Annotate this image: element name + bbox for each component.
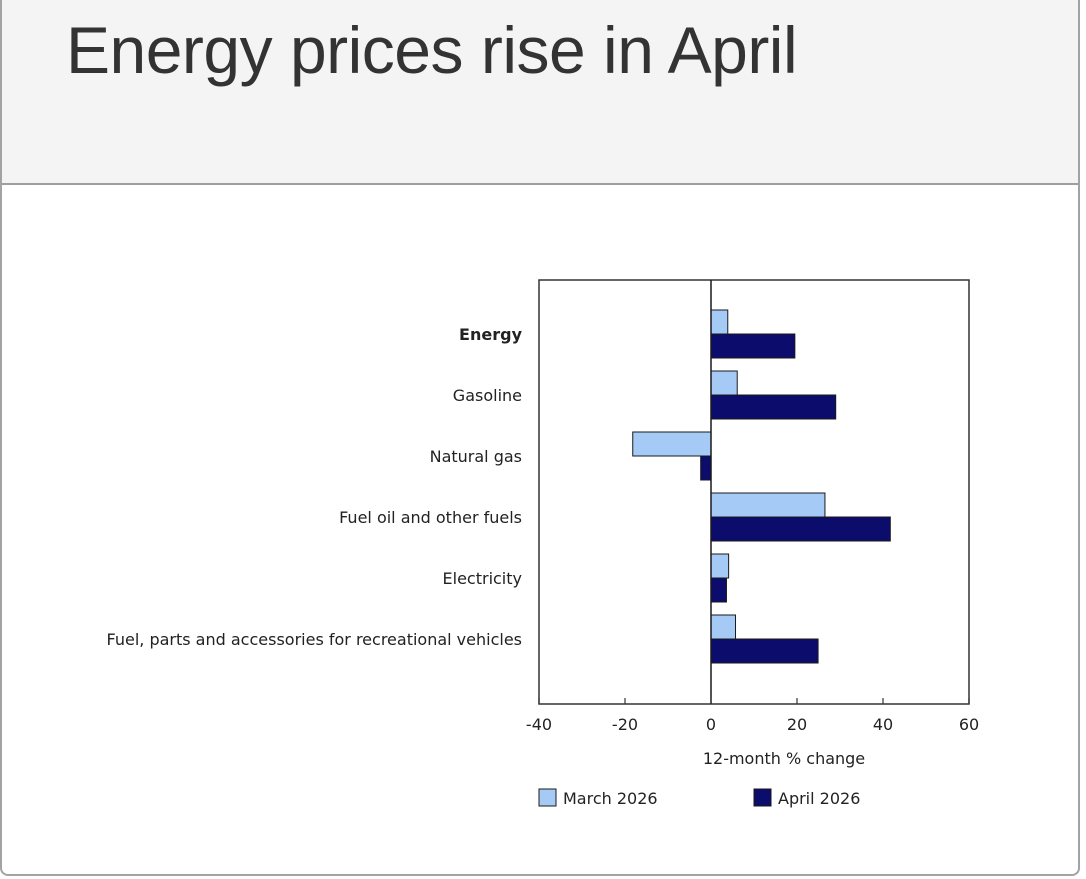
category-label: Electricity <box>443 569 522 588</box>
category-label: Natural gas <box>430 447 522 466</box>
page-title: Energy prices rise in April <box>66 13 798 87</box>
card-header: Energy prices rise in April <box>2 0 1078 185</box>
bar-march-0 <box>710 309 729 335</box>
bar-april-4 <box>710 577 727 603</box>
bar-march-5 <box>710 614 737 640</box>
legend-label: April 2026 <box>778 789 860 808</box>
category-label: Fuel oil and other fuels <box>339 508 522 527</box>
x-tick-label: -20 <box>612 715 638 734</box>
category-label: Fuel, parts and accessories for recreati… <box>107 630 522 649</box>
bar-march-4 <box>710 553 730 579</box>
bar-april-0 <box>710 333 796 359</box>
legend-swatch <box>538 788 557 807</box>
bar-april-1 <box>710 394 837 420</box>
x-tick-label: 0 <box>706 715 716 734</box>
bar-march-2 <box>632 431 712 457</box>
x-tick-label: 60 <box>959 715 979 734</box>
x-axis-title: 12-month % change <box>703 749 865 768</box>
x-tick-label: 40 <box>873 715 893 734</box>
category-label: Energy <box>459 325 523 344</box>
category-label: Gasoline <box>453 386 522 405</box>
x-tick-label: -40 <box>526 715 552 734</box>
x-tick-label: 20 <box>787 715 807 734</box>
bar-march-1 <box>710 370 738 396</box>
bar-april-2 <box>700 455 712 481</box>
bar-april-3 <box>710 516 891 542</box>
bar-march-3 <box>710 492 826 518</box>
legend-label: March 2026 <box>563 789 658 808</box>
bar-april-5 <box>710 638 819 664</box>
plot-frame <box>538 279 970 705</box>
legend-swatch <box>753 788 772 807</box>
